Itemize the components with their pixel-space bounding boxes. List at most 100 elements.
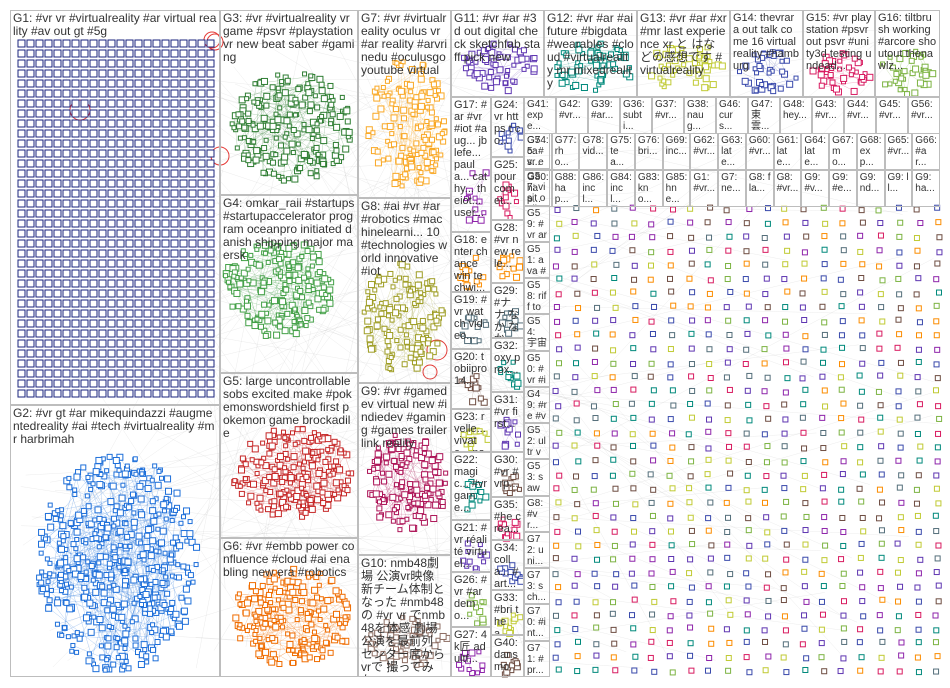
node-small — [704, 400, 711, 407]
node-small — [556, 429, 563, 436]
node-small — [915, 305, 922, 312]
node-small — [688, 361, 695, 368]
node-small — [933, 302, 940, 309]
node-small — [706, 290, 713, 297]
node-small — [667, 275, 674, 282]
node-small — [610, 444, 617, 451]
node-small — [594, 387, 601, 394]
node-small — [801, 260, 808, 267]
node-small — [670, 402, 677, 409]
node-small — [858, 416, 865, 423]
node-small — [648, 318, 655, 325]
edge — [252, 124, 299, 168]
node-small — [876, 345, 883, 352]
edge — [252, 281, 281, 300]
node-small — [744, 387, 751, 394]
node-small — [667, 374, 674, 381]
node-small — [574, 429, 581, 436]
node-small — [837, 276, 844, 283]
node-small — [553, 373, 560, 380]
node-small — [936, 415, 943, 422]
node-small — [591, 289, 598, 296]
node-small — [573, 400, 580, 407]
edge — [299, 619, 342, 656]
node-small — [705, 428, 712, 435]
node-small — [857, 429, 864, 436]
node-small — [935, 430, 942, 437]
node-small — [632, 303, 639, 310]
node-small — [649, 331, 656, 338]
node-small — [687, 205, 694, 212]
node-small — [761, 388, 768, 395]
node-small — [933, 276, 940, 283]
node-small — [723, 207, 730, 214]
node-small — [876, 247, 883, 254]
node-small — [839, 361, 846, 368]
node-small — [745, 303, 752, 310]
node-small — [916, 457, 923, 464]
node-small — [594, 304, 601, 311]
node-small — [649, 430, 656, 437]
node-small — [913, 291, 920, 298]
node-small — [685, 431, 692, 438]
node-small — [821, 261, 828, 268]
node-small — [650, 290, 657, 297]
node-small — [727, 470, 734, 477]
edge — [124, 465, 155, 627]
node-small — [724, 417, 731, 424]
edge — [120, 466, 128, 617]
node-small — [895, 388, 902, 395]
node-small — [647, 471, 654, 478]
node-small — [821, 387, 828, 394]
node-small — [858, 303, 865, 310]
node-small — [838, 332, 845, 339]
edge — [288, 602, 346, 644]
node-small — [628, 233, 635, 240]
node-small — [781, 401, 788, 408]
node-small — [896, 331, 903, 338]
node-small — [743, 260, 750, 267]
node-small — [898, 472, 905, 479]
node-small — [687, 219, 694, 226]
node-small — [629, 332, 636, 339]
edge — [145, 465, 155, 581]
node-small — [746, 372, 753, 379]
node-small — [574, 344, 581, 351]
node-small — [936, 234, 943, 241]
node-small — [799, 375, 806, 382]
node-small — [610, 360, 617, 367]
node-small — [821, 233, 828, 240]
node-small — [819, 373, 826, 380]
node-small — [725, 247, 732, 254]
node-small — [610, 347, 617, 354]
node-small — [932, 387, 939, 394]
node-small — [723, 374, 730, 381]
node-small — [819, 414, 826, 421]
node-small — [764, 443, 771, 450]
node-small — [688, 444, 695, 451]
edge — [273, 432, 284, 506]
node-small — [783, 233, 790, 240]
node-small — [556, 472, 563, 479]
node-small — [838, 386, 845, 393]
node-small — [913, 235, 920, 242]
node-small — [801, 445, 808, 452]
node-small — [784, 247, 791, 254]
node-small — [896, 484, 903, 491]
node-small — [821, 471, 828, 478]
node-small — [934, 458, 941, 465]
node-small — [590, 246, 597, 253]
node-small — [935, 219, 942, 226]
node-small — [802, 219, 809, 226]
node-small — [706, 234, 713, 241]
node-small — [630, 414, 637, 421]
node-small — [934, 260, 941, 267]
node-small — [800, 401, 807, 408]
node-small — [669, 387, 676, 394]
edge — [61, 500, 110, 510]
node-small — [689, 289, 696, 296]
node-small — [628, 400, 635, 407]
edge — [293, 152, 317, 171]
node-small — [896, 416, 903, 423]
node-small — [761, 486, 768, 493]
